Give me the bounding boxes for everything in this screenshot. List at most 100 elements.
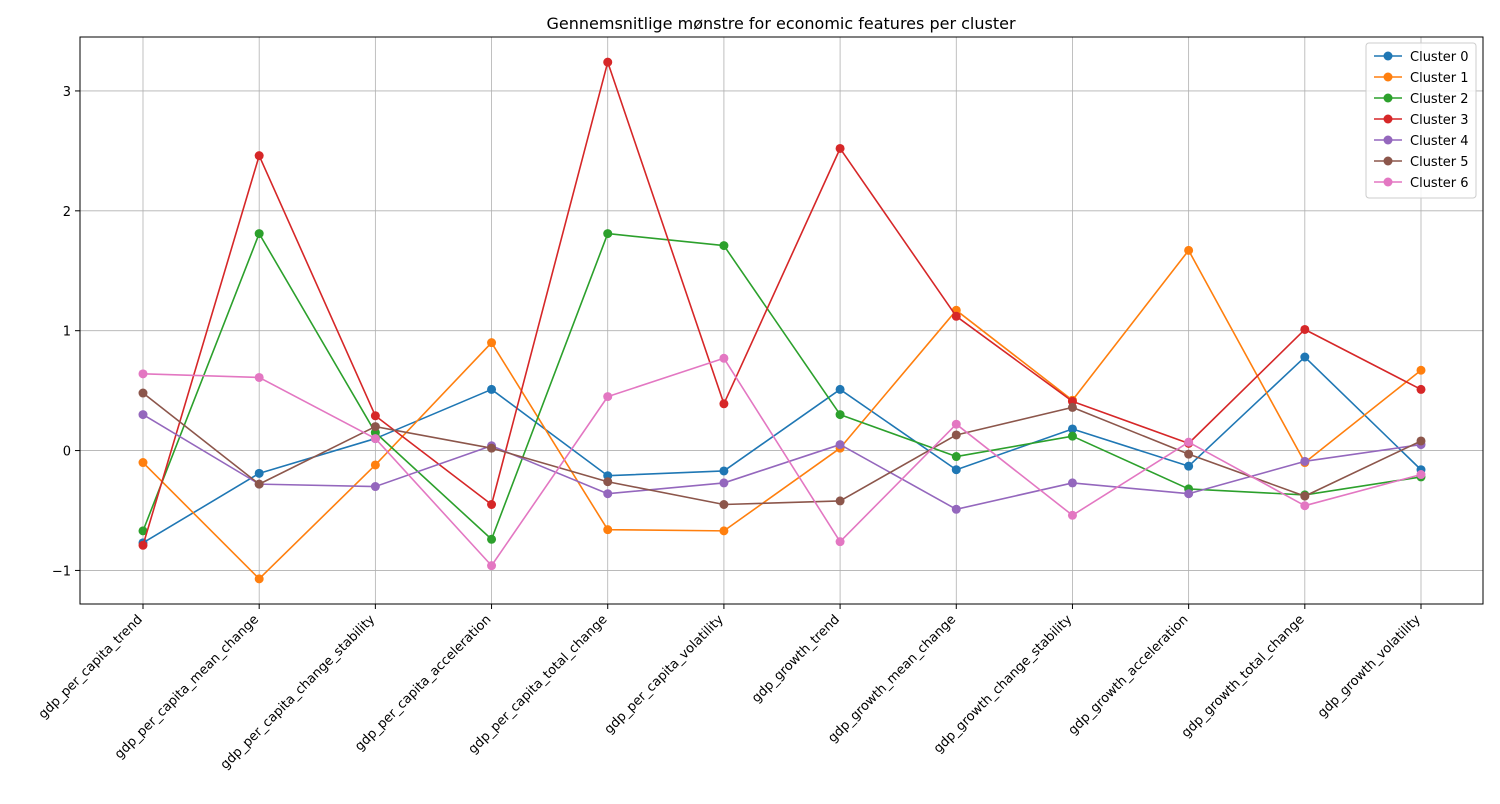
data-point <box>1416 470 1426 480</box>
series-cluster-1 <box>138 245 1426 584</box>
data-point <box>719 466 729 476</box>
legend-label: Cluster 1 <box>1410 71 1469 86</box>
data-point <box>254 151 264 161</box>
x-tick-label: gdp_per_capita_total_change <box>466 612 611 757</box>
data-point <box>1416 365 1426 375</box>
y-tick-label: 2 <box>63 205 71 220</box>
data-point <box>138 458 148 468</box>
chart-title: Gennemsnitlige mønstre for economic feat… <box>546 14 1015 33</box>
plot-frame <box>79 36 1484 605</box>
legend-label: Cluster 4 <box>1410 134 1469 149</box>
y-tick-label: 0 <box>63 445 71 460</box>
legend-label: Cluster 2 <box>1410 92 1469 107</box>
legend-item: Cluster 5 <box>1374 155 1469 170</box>
legend-marker <box>1383 156 1393 166</box>
legend-frame <box>1365 42 1477 199</box>
data-point <box>951 419 961 429</box>
data-point <box>138 540 148 550</box>
series-line <box>142 249 1422 580</box>
data-point <box>1067 431 1077 441</box>
data-point <box>1300 324 1310 334</box>
data-point <box>1184 461 1194 471</box>
data-point <box>138 526 148 536</box>
data-point <box>951 311 961 321</box>
x-tick-label: gdp_growth_acceleration <box>1066 612 1192 738</box>
series-layer <box>138 57 1426 584</box>
y-tick-label: 1 <box>63 325 71 340</box>
x-tick-label: gdp_growth_change_stability <box>931 612 1075 756</box>
legend: Cluster 0 Cluster 1 Cluster 2 Cluster 3 Clus… <box>1365 42 1477 199</box>
series-line <box>142 357 1422 567</box>
data-point <box>1416 384 1426 394</box>
data-point <box>719 241 729 251</box>
data-point <box>1067 424 1077 434</box>
data-point <box>370 482 380 492</box>
data-point <box>951 504 961 514</box>
y-tick-label: 3 <box>63 85 71 100</box>
x-tick-label: gdp_growth_volatility <box>1315 612 1424 721</box>
data-point <box>835 143 845 153</box>
data-point <box>487 534 497 544</box>
data-point <box>603 229 613 239</box>
x-tick-label: gdp_growth_mean_change <box>825 612 959 746</box>
data-point <box>254 229 264 239</box>
data-point <box>487 561 497 571</box>
data-point <box>254 479 264 489</box>
data-point <box>1067 402 1077 412</box>
data-point <box>487 338 497 348</box>
data-point <box>1300 501 1310 511</box>
data-point <box>254 372 264 382</box>
data-point <box>719 500 729 510</box>
data-point <box>951 430 961 440</box>
data-point <box>603 525 613 535</box>
x-tick-label: gdp_per_capita_volatility <box>602 612 727 737</box>
series-line <box>142 61 1422 546</box>
x-tick-label: gdp_per_capita_acceleration <box>352 612 494 754</box>
data-point <box>603 57 613 67</box>
legend-marker <box>1383 114 1393 124</box>
legend-marker <box>1383 51 1393 61</box>
data-point <box>719 399 729 409</box>
data-point <box>487 384 497 394</box>
data-point <box>603 489 613 499</box>
series-cluster-4 <box>138 410 1426 514</box>
data-point <box>603 392 613 402</box>
data-point <box>138 388 148 398</box>
data-point <box>1184 437 1194 447</box>
legend-item: Cluster 1 <box>1374 71 1469 86</box>
legend-marker <box>1383 135 1393 145</box>
legend-label: Cluster 5 <box>1410 155 1469 170</box>
data-point <box>1184 489 1194 499</box>
data-point <box>1300 352 1310 362</box>
data-point <box>138 410 148 420</box>
data-point <box>370 411 380 421</box>
data-point <box>1067 478 1077 488</box>
data-point <box>1067 510 1077 520</box>
legend-item: Cluster 6 <box>1374 176 1469 191</box>
data-point <box>1300 491 1310 501</box>
legend-item: Cluster 4 <box>1374 134 1469 149</box>
legend-label: Cluster 0 <box>1410 50 1469 65</box>
data-point <box>1184 245 1194 255</box>
data-point <box>951 452 961 462</box>
x-tick-label: gdp_per_capita_trend <box>36 612 146 722</box>
series-cluster-3 <box>138 57 1426 550</box>
legend-item: Cluster 2 <box>1374 92 1469 107</box>
data-point <box>719 353 729 363</box>
data-point <box>835 440 845 450</box>
series-cluster-5 <box>138 388 1426 510</box>
series-line <box>142 413 1422 511</box>
series-line <box>142 356 1422 544</box>
series-line <box>142 392 1422 506</box>
legend-label: Cluster 3 <box>1410 113 1469 128</box>
data-point <box>1184 449 1194 459</box>
grid-lines <box>80 37 1483 604</box>
legend-item: Cluster 0 <box>1374 50 1469 65</box>
data-point <box>835 384 845 394</box>
data-point <box>835 537 845 547</box>
legend-marker <box>1383 177 1393 187</box>
legend-item: Cluster 3 <box>1374 113 1469 128</box>
data-point <box>835 496 845 506</box>
legend-label: Cluster 6 <box>1410 176 1469 191</box>
